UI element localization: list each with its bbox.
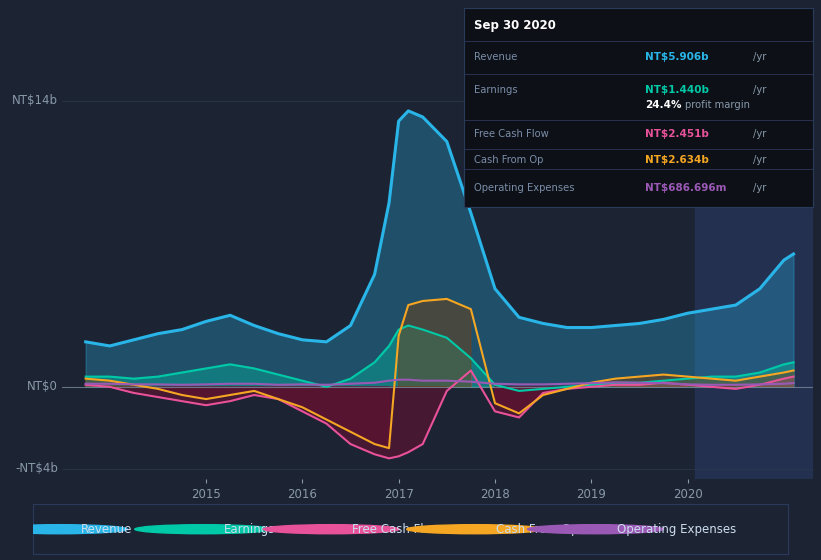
Text: NT$2.451b: NT$2.451b: [645, 129, 709, 139]
Text: Free Cash Flow: Free Cash Flow: [475, 129, 549, 139]
Text: NT$5.906b: NT$5.906b: [645, 52, 709, 62]
Text: Operating Expenses: Operating Expenses: [475, 183, 575, 193]
Text: /yr: /yr: [754, 129, 767, 139]
Text: Cash From Op: Cash From Op: [475, 155, 544, 165]
Text: Revenue: Revenue: [80, 522, 132, 536]
Text: 24.4%: 24.4%: [645, 100, 681, 110]
Text: NT$1.440b: NT$1.440b: [645, 85, 709, 95]
Text: NT$2.634b: NT$2.634b: [645, 155, 709, 165]
Text: Operating Expenses: Operating Expenses: [617, 522, 736, 536]
Circle shape: [406, 525, 543, 534]
Text: profit margin: profit margin: [686, 100, 750, 110]
Text: /yr: /yr: [754, 183, 767, 193]
Bar: [695, 70, 821, 479]
Text: -NT$4b: -NT$4b: [15, 462, 57, 475]
Circle shape: [0, 525, 127, 534]
Text: Earnings: Earnings: [475, 85, 518, 95]
Circle shape: [135, 525, 271, 534]
Text: Revenue: Revenue: [475, 52, 518, 62]
Text: NT$0: NT$0: [27, 380, 57, 393]
FancyBboxPatch shape: [33, 504, 788, 554]
Text: /yr: /yr: [754, 85, 767, 95]
Circle shape: [264, 525, 399, 534]
Text: /yr: /yr: [754, 52, 767, 62]
Circle shape: [528, 525, 663, 534]
Text: NT$14b: NT$14b: [11, 94, 57, 107]
Text: NT$686.696m: NT$686.696m: [645, 183, 727, 193]
Text: Earnings: Earnings: [224, 522, 275, 536]
Text: Cash From Op: Cash From Op: [496, 522, 578, 536]
Text: Free Cash Flow: Free Cash Flow: [352, 522, 441, 536]
Text: /yr: /yr: [754, 155, 767, 165]
Text: Sep 30 2020: Sep 30 2020: [475, 19, 556, 32]
